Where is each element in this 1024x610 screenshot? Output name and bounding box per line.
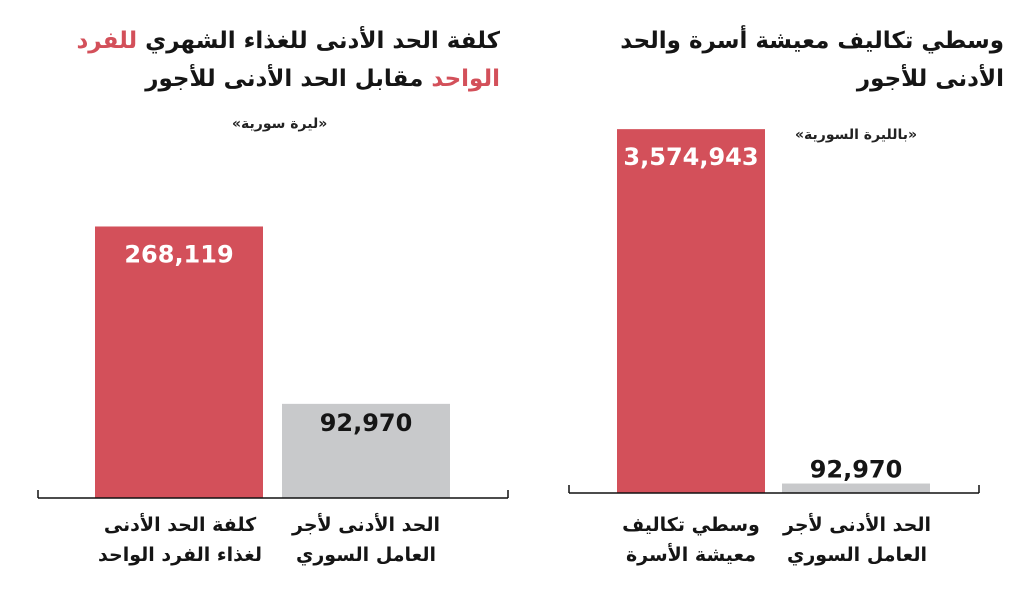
left-chart-panel: كلفة الحد الأدنى للغذاء الشهري للفرد الو… bbox=[37, 22, 509, 566]
left-chart-title: كلفة الحد الأدنى للغذاء الشهري للفرد الو… bbox=[40, 22, 500, 98]
left-category-label-min-wage: الحد الأدنى لأجر العامل السوري bbox=[292, 514, 440, 566]
left-title-highlight: للفرد الواحد bbox=[76, 28, 500, 92]
left-title-part-3: مقابل الحد الأدنى للأجور bbox=[145, 66, 432, 92]
right-value-label-living-cost: 3,574,943 bbox=[623, 143, 758, 171]
right-chart-panel: وسطي تكاليف معيشة أسرة والحد الأدنى للأج… bbox=[512, 0, 1024, 610]
right-category-label-min-wage: الحد الأدنى لأجر العامل السوري bbox=[783, 514, 931, 566]
right-category-label-living-cost: وسطي تكاليف معيشة الأسرة bbox=[622, 514, 760, 566]
right-chart-plot: 3,574,943 92,970 bbox=[568, 129, 980, 494]
right-unit-label: «بالليرة السورية» bbox=[795, 127, 918, 143]
right-chart-title: وسطي تكاليف معيشة أسرة والحد الأدنى للأج… bbox=[620, 28, 1004, 92]
left-value-label-food-cost: 268,119 bbox=[124, 240, 233, 268]
left-bar-food-cost bbox=[95, 226, 263, 498]
right-value-label-min-wage: 92,970 bbox=[810, 456, 903, 484]
left-unit-label: «ليرة سورية» bbox=[232, 116, 328, 132]
left-title-part-1: كلفة الحد الأدنى للغذاء الشهري bbox=[137, 28, 500, 54]
right-bar-min-wage bbox=[782, 483, 930, 493]
right-bar-living-cost bbox=[617, 129, 765, 493]
left-category-label-food-cost: كلفة الحد الأدنى لغذاء الفرد الواحد bbox=[98, 514, 262, 566]
left-chart-plot: 268,119 92,970 bbox=[37, 226, 509, 499]
left-value-label-min-wage: 92,970 bbox=[320, 409, 413, 437]
left-bar-min-wage bbox=[282, 403, 450, 498]
